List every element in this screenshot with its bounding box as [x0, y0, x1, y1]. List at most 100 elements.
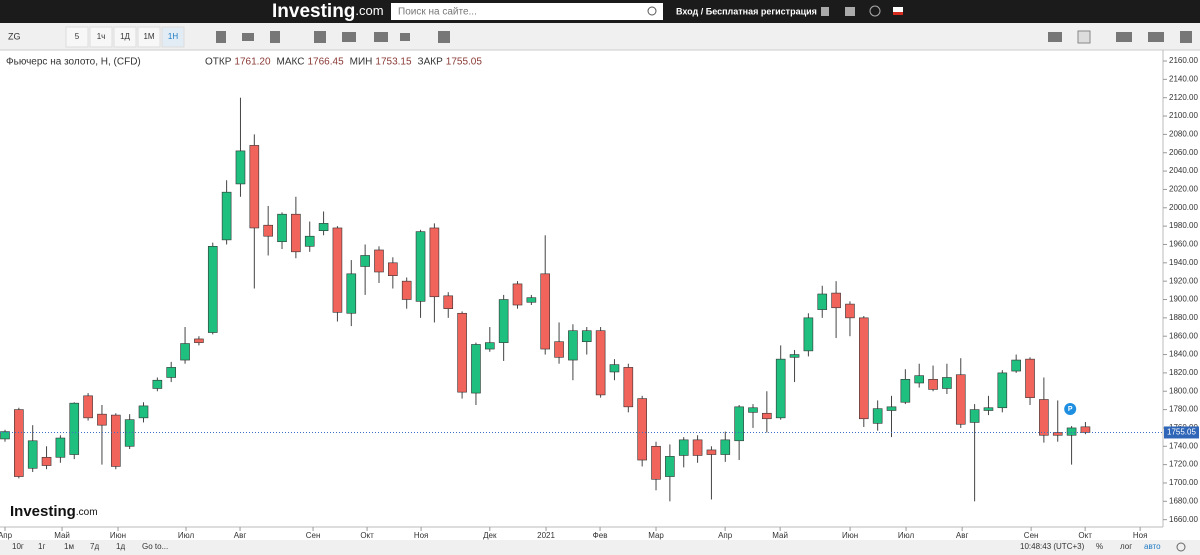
candle-body	[97, 413, 107, 426]
candle-body	[360, 255, 370, 267]
login-link[interactable]: Вход / Бесплатная регистрация	[676, 6, 817, 16]
range-button[interactable]: 1м	[64, 542, 74, 551]
y-tick-label: 1700.00	[1169, 478, 1198, 487]
x-tick-label: Мар	[648, 531, 664, 540]
candle-body	[249, 145, 260, 229]
marker[interactable]	[1064, 403, 1077, 415]
candle-body	[415, 231, 426, 302]
y-tick-label: 1900.00	[1169, 295, 1198, 304]
candle-body	[886, 406, 897, 411]
interval-label[interactable]: 1Д	[120, 32, 130, 41]
candle-body	[1052, 432, 1063, 436]
clock-icon[interactable]	[869, 5, 881, 17]
interval-button[interactable]	[65, 26, 89, 48]
candle-body	[789, 354, 800, 358]
candle-body	[983, 407, 994, 411]
x-tick-label: Июн	[110, 531, 126, 540]
range-button[interactable]: 10г	[12, 542, 24, 551]
indicator-icon[interactable]	[342, 32, 356, 42]
candle-body	[471, 344, 481, 394]
settings-button[interactable]	[1176, 542, 1186, 552]
y-tick-label: 1660.00	[1169, 515, 1198, 524]
option-button[interactable]: %	[1096, 542, 1103, 551]
option-button[interactable]: лог	[1120, 542, 1132, 551]
line-icon[interactable]	[242, 33, 254, 41]
candle-body	[595, 330, 606, 396]
candle-body	[720, 439, 731, 455]
cloud-load-icon[interactable]	[1116, 32, 1132, 42]
alert-icon[interactable]	[438, 31, 450, 43]
candle-body	[512, 283, 523, 306]
candle-body	[845, 303, 855, 319]
candle-body	[374, 249, 384, 273]
search-icon[interactable]	[647, 6, 657, 16]
x-tick-label: 2021	[537, 531, 555, 540]
candle-body	[817, 293, 828, 310]
layout-icon[interactable]	[1077, 30, 1091, 44]
x-tick-label: Апр	[718, 531, 733, 540]
settings-icon[interactable]	[314, 31, 326, 43]
logo-suffix[interactable]: .com	[355, 3, 383, 18]
camera-icon[interactable]	[1048, 32, 1062, 42]
candle-body	[775, 358, 786, 419]
y-tick-label: 2100.00	[1169, 111, 1198, 120]
interval-button[interactable]	[113, 26, 137, 48]
watermark-suffix: .com	[76, 507, 98, 518]
x-tick-label: Авг	[234, 531, 247, 540]
range-button[interactable]: 1д	[116, 542, 125, 551]
interval-button[interactable]	[137, 26, 161, 48]
candle-body	[762, 412, 772, 420]
interval-label[interactable]: 1ч	[97, 32, 106, 41]
candle-body	[83, 395, 93, 419]
candle-body	[942, 377, 952, 389]
search-box[interactable]	[391, 3, 663, 20]
range-button[interactable]: 1г	[38, 542, 45, 551]
goto-button[interactable]: Go to...	[142, 542, 168, 551]
logo[interactable]: Investing.com	[272, 1, 384, 22]
candle-body	[346, 273, 357, 314]
undo-icon[interactable]	[400, 33, 410, 41]
interval-button[interactable]	[161, 26, 185, 48]
marker-label[interactable]: P	[1068, 406, 1073, 413]
cloud-save-icon[interactable]	[1148, 32, 1164, 42]
candle-body	[207, 246, 218, 333]
candle-icon[interactable]	[216, 31, 226, 43]
y-tick-label: 2020.00	[1169, 185, 1198, 194]
candle-body	[55, 437, 66, 458]
candle-body	[14, 409, 24, 477]
interval-label[interactable]: 1М	[143, 32, 154, 41]
fullscreen-icon[interactable]	[1180, 31, 1192, 43]
interval-label[interactable]: 5	[75, 32, 80, 41]
candle-body	[568, 330, 578, 361]
interval-button[interactable]	[89, 26, 113, 48]
watermark: Investing.com	[10, 503, 98, 520]
candle-body	[0, 431, 10, 440]
flag-icon[interactable]	[893, 7, 903, 15]
plot: 1660.001680.001700.001720.001740.001760.…	[0, 56, 1199, 540]
logo-main[interactable]: Investing	[272, 1, 355, 22]
candle-body	[152, 379, 163, 389]
last-price-label: 1755.05	[1167, 428, 1196, 437]
range-button[interactable]: 7д	[90, 542, 99, 551]
bell-icon[interactable]	[821, 7, 829, 16]
candle-body	[457, 312, 467, 393]
candle-body	[706, 449, 717, 455]
symbol[interactable]: ZG	[8, 31, 21, 41]
toolbar	[0, 23, 1200, 50]
search-placeholder[interactable]: Поиск на сайте...	[398, 7, 477, 18]
draw-icon[interactable]	[270, 31, 280, 43]
legend-label: МИН	[350, 57, 373, 68]
y-tick-label: 1840.00	[1169, 350, 1198, 359]
option-button[interactable]: авто	[1144, 542, 1161, 551]
candle-body	[734, 406, 744, 442]
y-tick-label: 2000.00	[1169, 203, 1198, 212]
candle-body	[748, 407, 758, 413]
portfolio-icon[interactable]	[845, 7, 855, 16]
interval-group: 5 1ч 1Д 1М 1Н	[65, 26, 185, 48]
compare-icon[interactable]	[374, 32, 388, 42]
candle-body	[166, 367, 177, 378]
interval-label[interactable]: 1Н	[168, 32, 178, 41]
legend-value: 1766.45	[307, 57, 344, 68]
